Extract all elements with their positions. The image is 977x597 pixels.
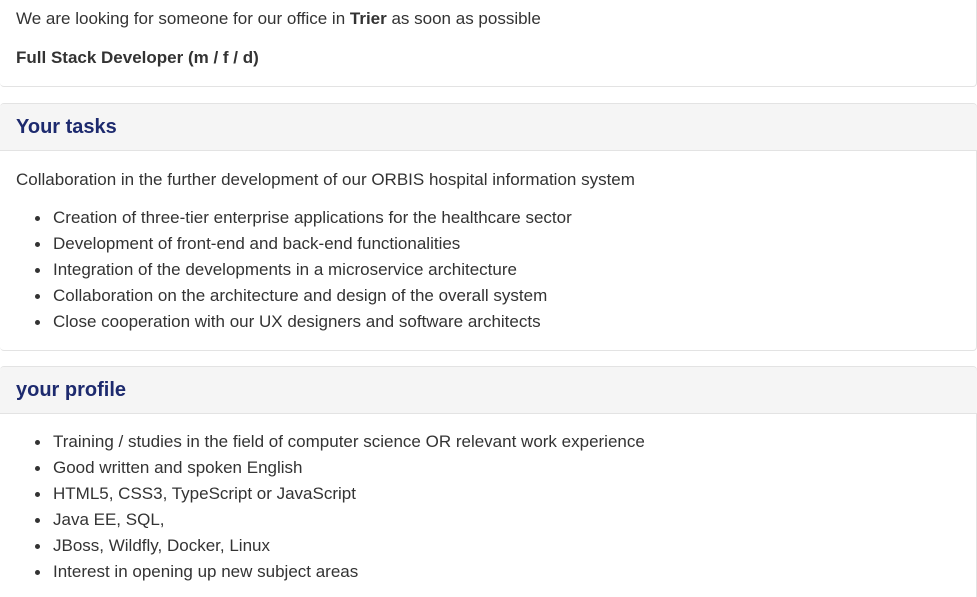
list-item: JBoss, Wildfly, Docker, Linux bbox=[16, 533, 645, 559]
list-item-text: Java EE, SQL, bbox=[53, 510, 165, 529]
bullet-icon bbox=[35, 544, 40, 549]
tasks-intro: Collaboration in the further development… bbox=[16, 170, 635, 189]
job-intro-card: We are looking for someone for our offic… bbox=[0, 0, 977, 87]
list-item-text: JBoss, Wildfly, Docker, Linux bbox=[53, 536, 270, 555]
bullet-icon bbox=[35, 294, 40, 299]
profile-title: your profile bbox=[16, 379, 127, 401]
list-item-text: Creation of three-tier enterprise applic… bbox=[53, 208, 572, 227]
bullet-icon bbox=[35, 466, 40, 471]
tasks-list: Creation of three-tier enterprise applic… bbox=[16, 205, 572, 335]
list-item: Java EE, SQL, bbox=[16, 507, 645, 533]
job-title: Full Stack Developer (m / f / d) bbox=[16, 48, 259, 67]
list-item-text: Interest in opening up new subject areas bbox=[53, 562, 359, 581]
profile-card-header: your profile bbox=[0, 367, 977, 414]
bullet-icon bbox=[35, 440, 40, 445]
list-item-text: Training / studies in the field of compu… bbox=[53, 432, 645, 451]
list-item: Integration of the developments in a mic… bbox=[16, 257, 572, 283]
list-item-text: Close cooperation with our UX designers … bbox=[53, 312, 541, 331]
tasks-card: Your tasks Collaboration in the further … bbox=[0, 103, 977, 351]
office-location-text: We are looking for someone for our offic… bbox=[16, 8, 541, 30]
profile-list: Training / studies in the field of compu… bbox=[16, 429, 645, 585]
list-item-text: HTML5, CSS3, TypeScript or JavaScript bbox=[53, 484, 356, 503]
bullet-icon bbox=[35, 242, 40, 247]
list-item: HTML5, CSS3, TypeScript or JavaScript bbox=[16, 481, 645, 507]
bullet-icon bbox=[35, 268, 40, 273]
bullet-icon bbox=[35, 320, 40, 325]
list-item-text: Development of front-end and back-end fu… bbox=[53, 234, 461, 253]
list-item-text: Good written and spoken English bbox=[53, 458, 303, 477]
list-item: Collaboration on the architecture and de… bbox=[16, 283, 572, 309]
tasks-card-header: Your tasks bbox=[0, 104, 977, 151]
intro-text-before: We are looking for someone for our offic… bbox=[16, 9, 350, 28]
list-item: Interest in opening up new subject areas bbox=[16, 559, 645, 585]
list-item-text: Collaboration on the architecture and de… bbox=[53, 286, 548, 305]
list-item: Good written and spoken English bbox=[16, 455, 645, 481]
intro-text-after: as soon as possible bbox=[386, 9, 541, 28]
profile-card: your profile Training / studies in the f… bbox=[0, 366, 977, 597]
list-item: Creation of three-tier enterprise applic… bbox=[16, 205, 572, 231]
list-item-text: Integration of the developments in a mic… bbox=[53, 260, 517, 279]
bullet-icon bbox=[35, 518, 40, 523]
bullet-icon bbox=[35, 216, 40, 221]
list-item: Development of front-end and back-end fu… bbox=[16, 231, 572, 257]
list-item: Training / studies in the field of compu… bbox=[16, 429, 645, 455]
bullet-icon bbox=[35, 570, 40, 575]
office-location: Trier bbox=[349, 9, 387, 28]
tasks-title: Your tasks bbox=[16, 116, 117, 138]
list-item: Close cooperation with our UX designers … bbox=[16, 309, 572, 335]
bullet-icon bbox=[35, 492, 40, 497]
